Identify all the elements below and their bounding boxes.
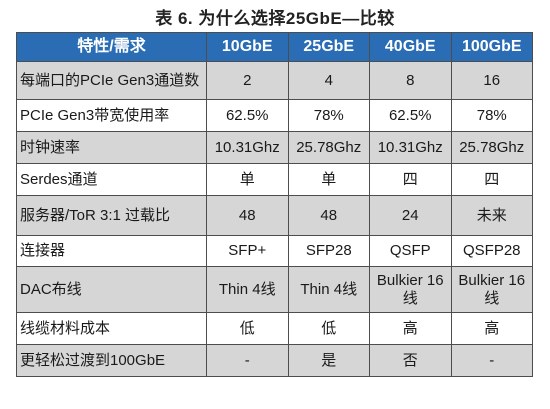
cell-10gbe: 48 bbox=[206, 195, 289, 236]
cell-25gbe: 低 bbox=[287, 312, 370, 345]
header-100gbe: 100GbE bbox=[450, 32, 533, 62]
table-row: 更轻松过渡到100GbE - 是 否 - bbox=[16, 344, 533, 377]
table-row: 服务器/ToR 3:1 过载比 48 48 24 未来 bbox=[16, 195, 533, 236]
cell-10gbe: - bbox=[206, 344, 289, 377]
row-label: Serdes通道 bbox=[16, 163, 207, 196]
cell-40gbe: QSFP bbox=[369, 235, 452, 267]
row-label: 每端口的PCIe Gen3通道数 bbox=[16, 61, 207, 100]
cell-25gbe: 是 bbox=[287, 344, 370, 377]
cell-100gbe: QSFP28 bbox=[450, 235, 533, 267]
row-label: DAC布线 bbox=[16, 266, 207, 313]
cell-40gbe: Bulkier 16线 bbox=[369, 266, 452, 313]
comparison-table: 特性/需求 10GbE 25GbE 40GbE 100GbE 每端口的PCIe … bbox=[16, 32, 533, 377]
row-label: 线缆材料成本 bbox=[16, 312, 207, 345]
cell-40gbe: 高 bbox=[369, 312, 452, 345]
cell-10gbe: 10.31Ghz bbox=[206, 131, 289, 164]
cell-25gbe: 78% bbox=[287, 99, 370, 132]
cell-40gbe: 8 bbox=[369, 61, 452, 100]
header-10gbe: 10GbE bbox=[206, 32, 289, 62]
cell-10gbe: SFP+ bbox=[206, 235, 289, 267]
table-row: DAC布线 Thin 4线 Thin 4线 Bulkier 16线 Bulkie… bbox=[16, 266, 533, 313]
cell-100gbe: 四 bbox=[450, 163, 533, 196]
cell-40gbe: 10.31Ghz bbox=[369, 131, 452, 164]
cell-25gbe: SFP28 bbox=[287, 235, 370, 267]
cell-100gbe: 高 bbox=[450, 312, 533, 345]
cell-25gbe: 4 bbox=[287, 61, 370, 100]
cell-100gbe: 未来 bbox=[450, 195, 533, 236]
table-row: 时钟速率 10.31Ghz 25.78Ghz 10.31Ghz 25.78Ghz bbox=[16, 131, 533, 164]
row-label: 服务器/ToR 3:1 过载比 bbox=[16, 195, 207, 236]
cell-10gbe: 62.5% bbox=[206, 99, 289, 132]
cell-100gbe: 25.78Ghz bbox=[450, 131, 533, 164]
table-caption: 表 6. 为什么选择25GbE—比较 bbox=[155, 9, 395, 28]
row-label: PCIe Gen3带宽使用率 bbox=[16, 99, 207, 132]
table-row: Serdes通道 单 单 四 四 bbox=[16, 163, 533, 196]
cell-10gbe: 低 bbox=[206, 312, 289, 345]
cell-40gbe: 62.5% bbox=[369, 99, 452, 132]
cell-40gbe: 24 bbox=[369, 195, 452, 236]
header-feature: 特性/需求 bbox=[16, 32, 207, 62]
cell-100gbe: 78% bbox=[450, 99, 533, 132]
table-row: 连接器 SFP+ SFP28 QSFP QSFP28 bbox=[16, 235, 533, 267]
row-label: 连接器 bbox=[16, 235, 207, 267]
cell-25gbe: Thin 4线 bbox=[287, 266, 370, 313]
cell-25gbe: 48 bbox=[287, 195, 370, 236]
table-header-row: 特性/需求 10GbE 25GbE 40GbE 100GbE bbox=[16, 32, 533, 62]
cell-100gbe: 16 bbox=[450, 61, 533, 100]
cell-10gbe: 2 bbox=[206, 61, 289, 100]
table-row: 线缆材料成本 低 低 高 高 bbox=[16, 312, 533, 345]
header-40gbe: 40GbE bbox=[369, 32, 452, 62]
cell-10gbe: 单 bbox=[206, 163, 289, 196]
cell-40gbe: 四 bbox=[369, 163, 452, 196]
cell-100gbe: Bulkier 16线 bbox=[450, 266, 533, 313]
cell-40gbe: 否 bbox=[369, 344, 452, 377]
table-row: 每端口的PCIe Gen3通道数 2 4 8 16 bbox=[16, 61, 533, 100]
header-25gbe: 25GbE bbox=[287, 32, 370, 62]
cell-25gbe: 单 bbox=[287, 163, 370, 196]
cell-10gbe: Thin 4线 bbox=[206, 266, 289, 313]
row-label: 更轻松过渡到100GbE bbox=[16, 344, 207, 377]
cell-25gbe: 25.78Ghz bbox=[287, 131, 370, 164]
cell-100gbe: - bbox=[450, 344, 533, 377]
row-label: 时钟速率 bbox=[16, 131, 207, 164]
table-row: PCIe Gen3带宽使用率 62.5% 78% 62.5% 78% bbox=[16, 99, 533, 132]
